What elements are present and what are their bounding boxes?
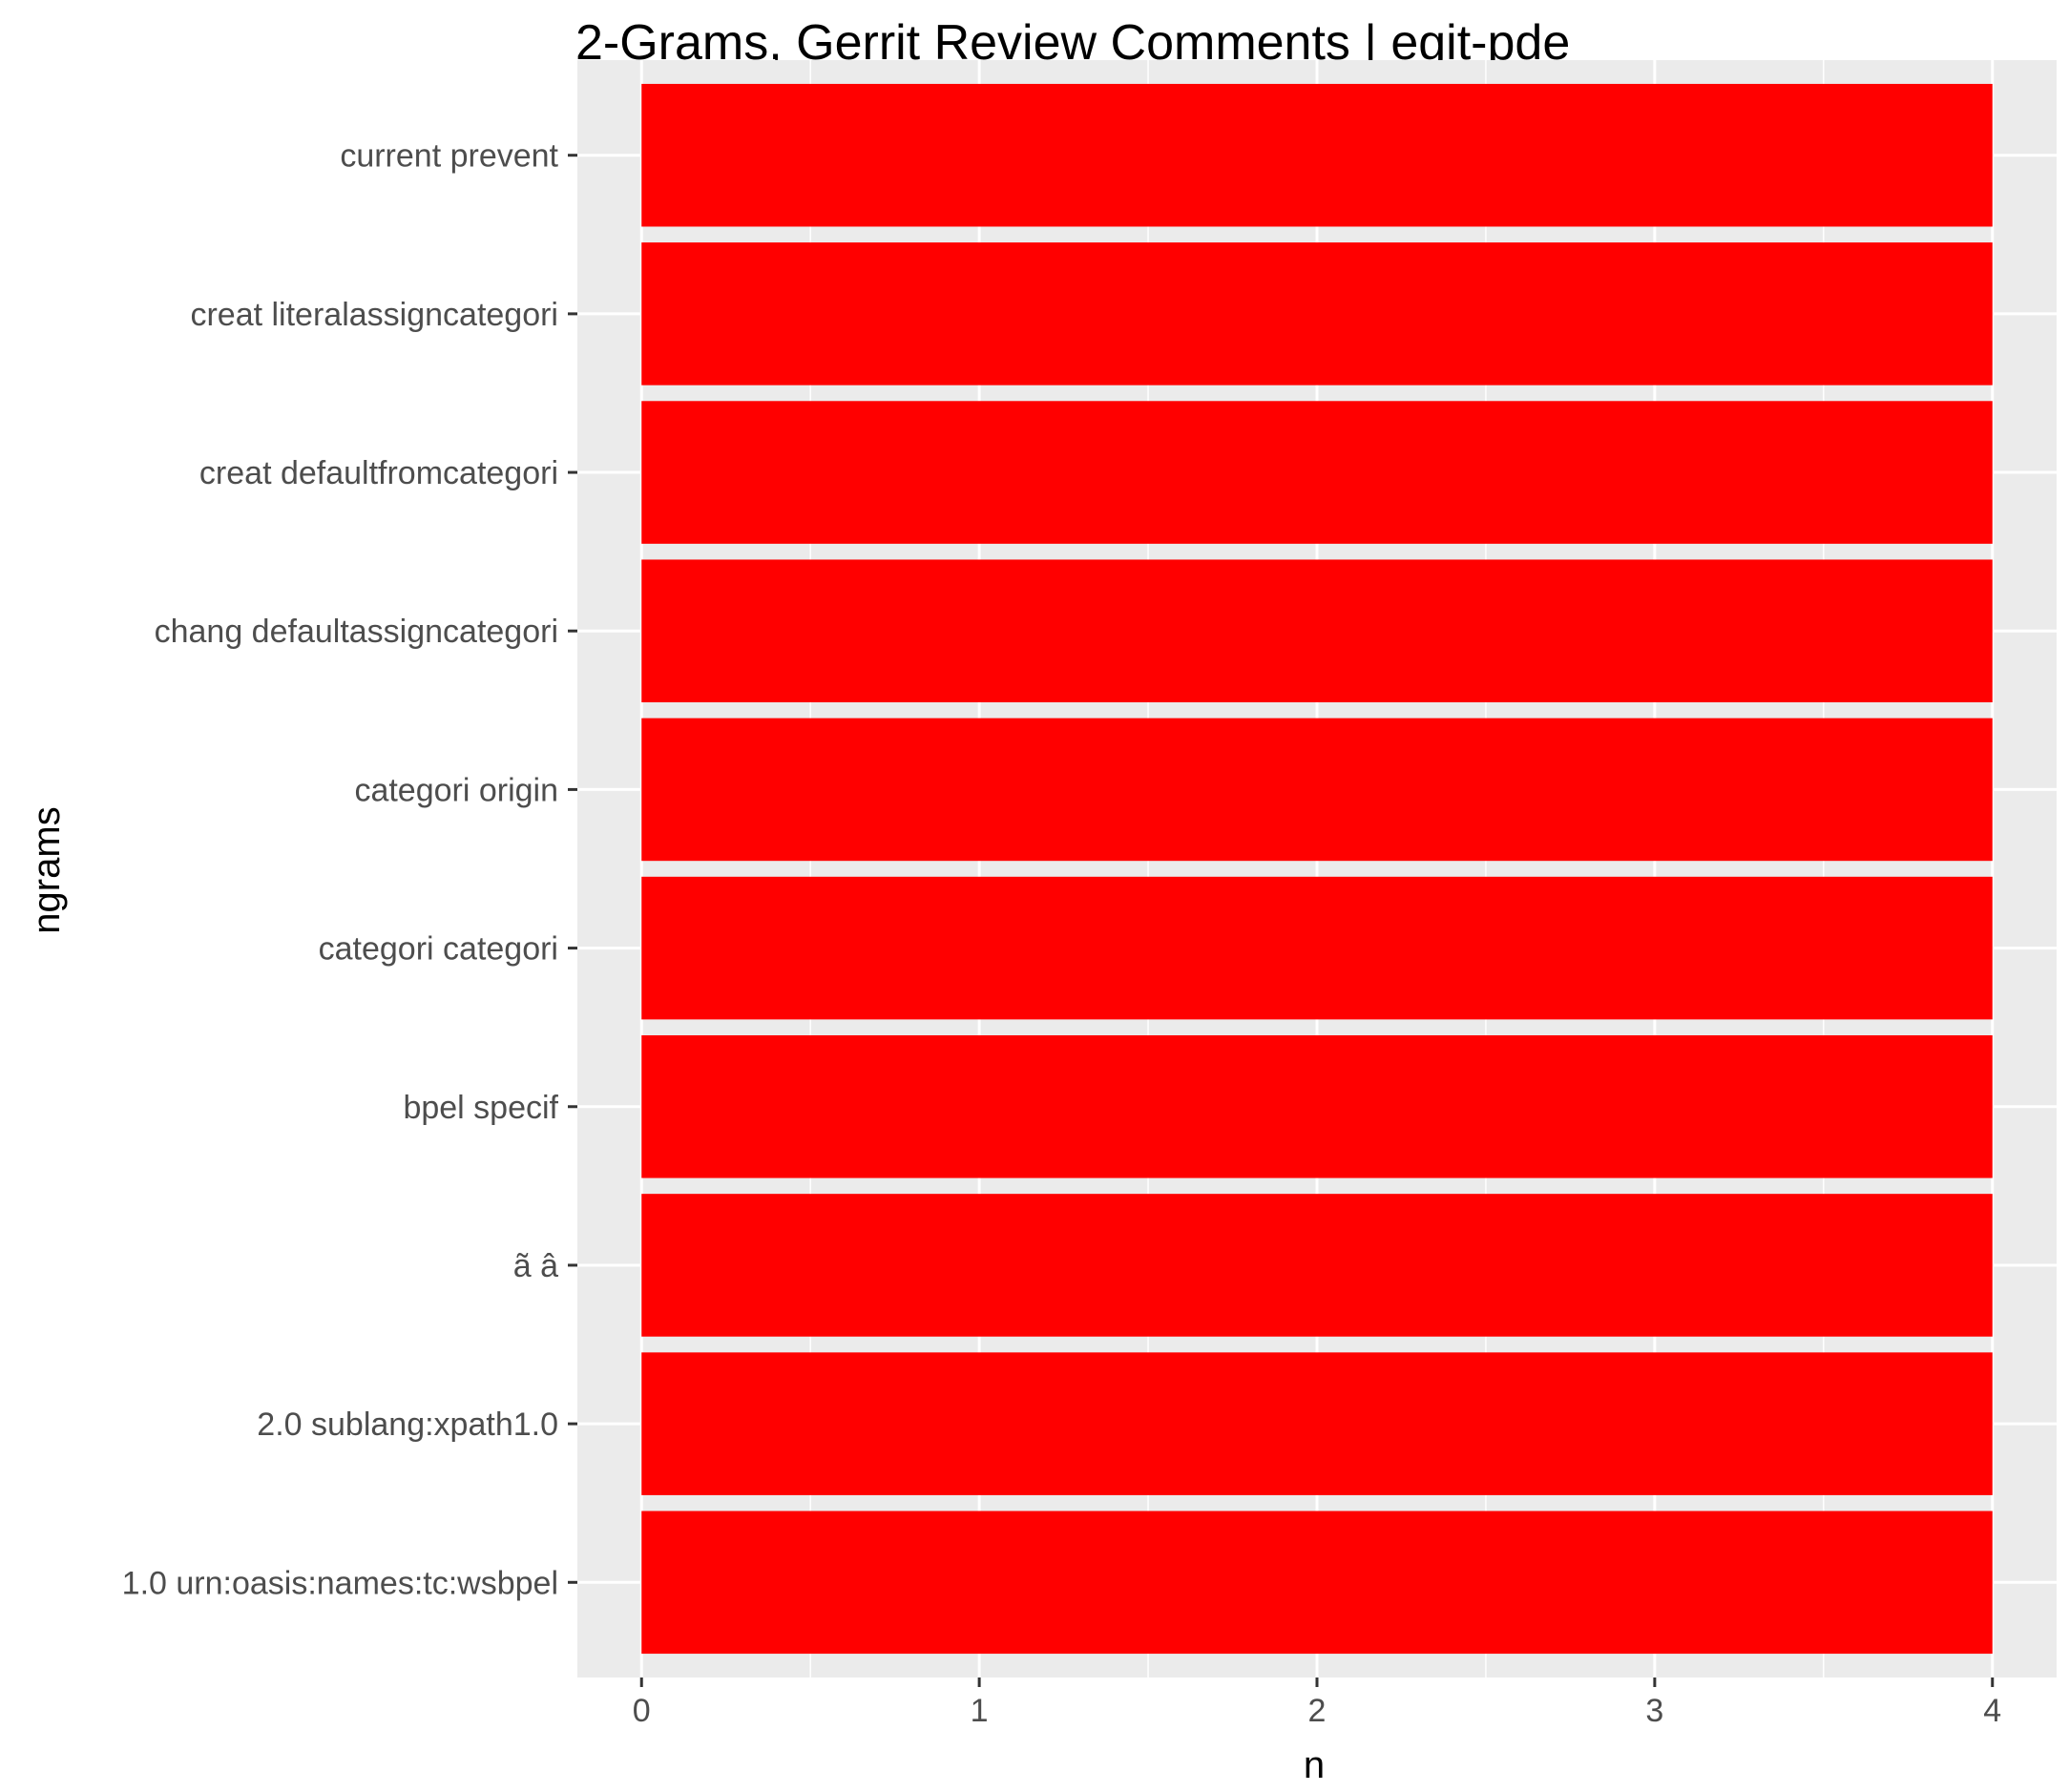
y-tick-label: chang defaultassigncategori (155, 614, 558, 650)
y-tick-label: 2.0 sublang:xpath1.0 (257, 1407, 558, 1443)
y-tick-label: creat literalassigncategori (190, 297, 558, 333)
y-axis-title: ngrams (26, 806, 68, 933)
bar (641, 559, 1993, 703)
bar (641, 718, 1993, 862)
x-tick-label: 2 (1308, 1693, 1327, 1729)
y-tick-label: creat defaultfromcategori (199, 455, 558, 491)
bar (641, 1352, 1993, 1495)
bar (641, 1511, 1993, 1655)
y-tick-label: categori origin (354, 772, 558, 808)
y-tick-label: ã â (513, 1248, 558, 1284)
bar (641, 1034, 1993, 1178)
bar (641, 876, 1993, 1020)
bar (641, 1194, 1993, 1337)
y-tick-label: current prevent (340, 138, 558, 175)
bar (641, 83, 1993, 227)
x-tick-label: 4 (1983, 1693, 2001, 1729)
bar (641, 401, 1993, 544)
x-axis: 0 1 2 3 4 (633, 1677, 2001, 1729)
y-tick-label: categori categori (319, 931, 558, 968)
x-tick-label: 1 (971, 1693, 989, 1729)
bars (641, 83, 1993, 1655)
x-tick-label: 3 (1645, 1693, 1663, 1729)
y-axis: current prevent creat literalassigncatego… (122, 138, 577, 1601)
x-axis-title: n (1304, 1744, 1325, 1786)
bar (641, 242, 1993, 385)
y-tick-label: 1.0 urn:oasis:names:tc:wsbpel (122, 1565, 558, 1601)
x-tick-label: 0 (633, 1693, 651, 1729)
y-tick-label: bpel specif (403, 1090, 558, 1126)
